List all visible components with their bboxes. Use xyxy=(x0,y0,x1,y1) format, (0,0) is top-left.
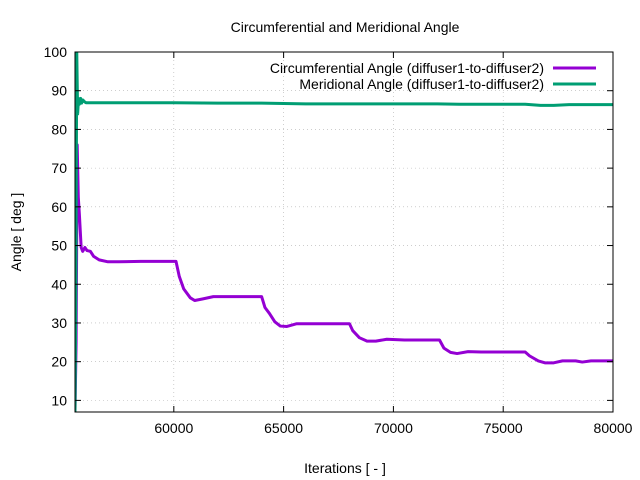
plot-lines xyxy=(75,52,613,412)
legend-label-1: Circumferential Angle (diffuser1-to-diff… xyxy=(270,60,544,76)
x-tick-label: 75000 xyxy=(484,420,523,436)
y-tick-label: 70 xyxy=(51,160,67,176)
x-axis-label: Iterations [ - ] xyxy=(304,460,386,476)
x-tick-label: 80000 xyxy=(594,420,633,436)
x-tick-label: 60000 xyxy=(154,420,193,436)
series-line-1 xyxy=(75,143,613,412)
y-tick-label: 10 xyxy=(51,392,67,408)
y-tick-label: 60 xyxy=(51,199,67,215)
axis-ticks: 10 20 30 40 50 60 70 80 90 100 60000 65000 70000 7500… xyxy=(44,44,633,436)
y-tick-label: 20 xyxy=(51,354,67,370)
y-tick-label: 30 xyxy=(51,315,67,331)
y-tick-label: 100 xyxy=(44,44,68,60)
x-tick-label: 65000 xyxy=(264,420,303,436)
plot-frame xyxy=(74,51,614,413)
y-tick-label: 80 xyxy=(51,121,67,137)
y-tick-label: 50 xyxy=(51,238,67,254)
legend-label-2: Meridional Angle (diffuser1-to-diffuser2… xyxy=(299,76,544,92)
y-tick-label: 40 xyxy=(51,276,67,292)
x-tick-label: 70000 xyxy=(374,420,413,436)
legend: Circumferential Angle (diffuser1-to-diff… xyxy=(270,60,596,92)
y-axis-label: Angle [ deg ] xyxy=(8,193,24,272)
y-tick-label: 90 xyxy=(51,83,67,99)
series-line-2 xyxy=(75,52,613,412)
chart-title: Circumferential and Meridional Angle xyxy=(231,19,460,35)
